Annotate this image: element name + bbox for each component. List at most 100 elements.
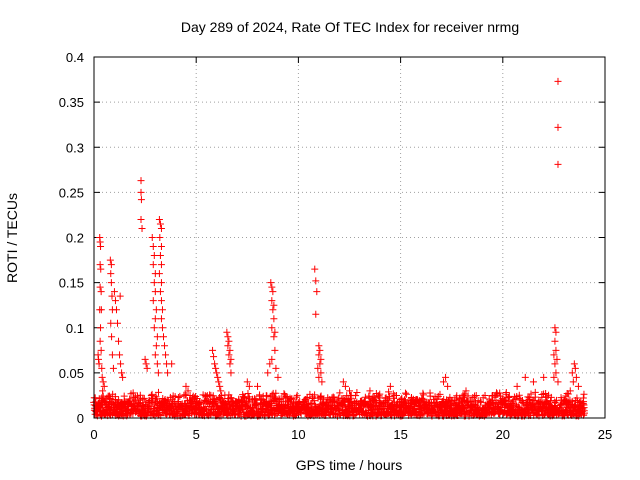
data-point: [91, 394, 99, 402]
data-point: [158, 324, 166, 332]
chart-title: Day 289 of 2024, Rate Of TEC Index for r…: [181, 19, 519, 35]
data-point: [156, 252, 164, 260]
data-point: [197, 399, 205, 407]
data-point: [209, 392, 217, 400]
data-point: [96, 283, 104, 291]
data-point: [311, 391, 319, 399]
data-point: [116, 292, 124, 300]
data-point: [352, 392, 360, 400]
data-point: [268, 283, 276, 291]
data-point: [227, 369, 235, 377]
data-point: [202, 393, 210, 401]
data-point: [446, 393, 454, 401]
data-point: [224, 333, 232, 341]
y-tick-label: 0.3: [66, 140, 84, 155]
data-point: [274, 373, 282, 381]
data-point: [569, 378, 577, 386]
data-point: [116, 351, 124, 359]
data-point: [184, 387, 192, 395]
data-point: [268, 324, 276, 332]
data-point: [150, 324, 158, 332]
data-point: [444, 382, 452, 390]
data-point: [240, 393, 248, 401]
data-point: [114, 319, 122, 327]
data-point: [213, 369, 221, 377]
data-point: [140, 394, 148, 402]
x-axis-label: GPS time / hours: [296, 457, 403, 473]
data-point: [334, 394, 342, 402]
data-point: [554, 77, 562, 85]
data-point: [270, 333, 278, 341]
data-point: [401, 396, 409, 404]
data-point: [214, 373, 222, 381]
data-point: [227, 394, 235, 402]
data-point: [168, 360, 176, 368]
data-point: [318, 378, 326, 386]
data-point: [157, 224, 165, 232]
data-point: [157, 297, 165, 305]
data-point: [531, 393, 539, 401]
grid: [94, 57, 605, 418]
y-tick-label: 0.35: [59, 95, 84, 110]
data-point: [554, 160, 562, 168]
data-point: [137, 215, 145, 223]
data-point: [96, 261, 104, 269]
data-point: [157, 279, 165, 287]
data-point: [100, 382, 108, 390]
data-point: [542, 390, 550, 398]
data-point: [156, 220, 164, 228]
data-point: [419, 391, 427, 399]
data-point: [263, 392, 271, 400]
data-point: [361, 393, 369, 401]
data-point: [580, 401, 588, 409]
data-point: [540, 373, 548, 381]
data-point: [107, 261, 115, 269]
data-point: [96, 337, 104, 345]
data-point: [403, 390, 411, 398]
data-point: [111, 393, 119, 401]
data-point: [303, 394, 311, 402]
y-tick-label: 0: [77, 411, 84, 426]
data-point: [97, 243, 105, 251]
data-point: [386, 392, 394, 400]
y-tick-label: 0.25: [59, 185, 84, 200]
data-point: [151, 315, 159, 323]
data-point: [97, 324, 105, 332]
data-point: [572, 373, 580, 381]
data-point: [477, 398, 485, 406]
data-point: [227, 355, 235, 363]
data-point: [258, 404, 266, 412]
data-point: [315, 342, 323, 350]
data-point: [481, 392, 489, 400]
data-point: [366, 387, 374, 395]
data-point: [225, 337, 233, 345]
data-point: [148, 390, 156, 398]
data-point: [225, 351, 233, 359]
data-point: [445, 410, 453, 418]
y-tick-label: 0.2: [66, 231, 84, 246]
data-point: [317, 369, 325, 377]
data-point: [97, 346, 105, 354]
data-point: [551, 360, 559, 368]
data-point: [433, 395, 441, 403]
data-point: [462, 387, 470, 395]
data-point: [244, 390, 252, 398]
data-point: [111, 297, 119, 305]
data-point: [97, 288, 105, 296]
data-point: [227, 394, 235, 402]
data-point: [157, 261, 165, 269]
data-point: [97, 306, 105, 314]
data-point: [268, 297, 276, 305]
y-tick-label: 0.05: [59, 366, 84, 381]
data-point: [282, 393, 290, 401]
y-tick-label: 0.1: [66, 321, 84, 336]
data-point: [151, 351, 159, 359]
data-point: [551, 324, 559, 332]
data-point: [269, 288, 277, 296]
data-point: [436, 390, 444, 398]
data-point: [226, 346, 234, 354]
data-point: [311, 265, 319, 273]
x-tick-label: 0: [90, 427, 97, 442]
data-point: [251, 395, 259, 403]
data-point: [313, 288, 321, 296]
